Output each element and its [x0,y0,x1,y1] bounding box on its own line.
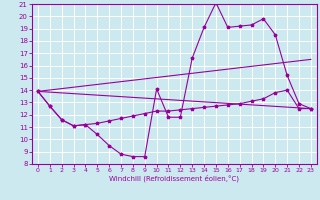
X-axis label: Windchill (Refroidissement éolien,°C): Windchill (Refroidissement éolien,°C) [109,175,239,182]
